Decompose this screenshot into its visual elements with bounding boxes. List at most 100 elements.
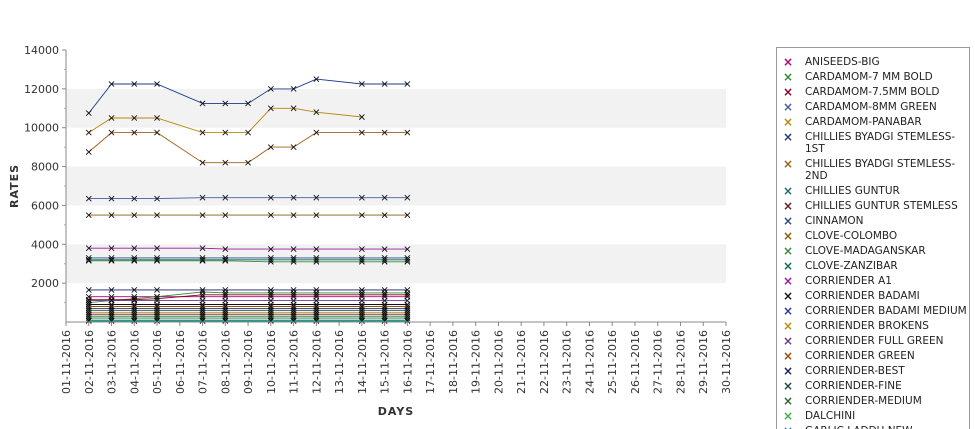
x-tick-label: 20-11-2016	[492, 330, 505, 394]
data-point	[245, 159, 251, 166]
data-point	[85, 287, 92, 293]
series-line	[88, 294, 408, 301]
data-point	[222, 212, 229, 219]
data-point	[108, 307, 115, 314]
data-point	[290, 287, 297, 293]
data-point	[85, 297, 92, 304]
data-point	[85, 110, 92, 117]
data-point	[404, 291, 411, 298]
x-tick-label: 03-11-2016	[106, 330, 119, 394]
data-point	[108, 129, 115, 136]
legend-marker-icon: ×	[783, 274, 794, 288]
data-point	[154, 307, 160, 314]
x-tick-label: 10-11-2016	[265, 330, 278, 394]
data-point	[199, 257, 206, 264]
grid-band	[66, 88, 726, 128]
legend-marker-icon: ×	[783, 184, 794, 198]
data-point	[199, 129, 206, 136]
x-tick-label: 04-11-2016	[128, 330, 141, 394]
line-chart: 2000 4000 6000 8000 10000 12000 14000 01-11-20…	[8, 44, 733, 418]
data-point	[199, 194, 206, 201]
data-point	[154, 297, 160, 304]
legend-label: CLOVE-MADAGANSKAR	[805, 245, 926, 257]
data-point	[404, 297, 411, 304]
y-tick-label: 8000	[31, 161, 59, 174]
grid-band	[66, 244, 726, 284]
chart-legend: × ANISEEDS-BIG × CARDAMOM-7 MM BOLD × CARDAMO…	[776, 47, 970, 429]
data-point	[222, 246, 229, 253]
data-point	[267, 212, 274, 219]
data-point	[85, 257, 92, 264]
data-point	[358, 291, 365, 298]
data-point	[267, 307, 274, 314]
legend-item: × CARDAMOM-7 MM BOLD	[777, 71, 969, 83]
series	[85, 212, 411, 219]
series-line	[88, 247, 408, 250]
data-point	[313, 287, 320, 293]
data-point	[131, 287, 138, 293]
data-point	[358, 307, 365, 314]
data-point	[154, 195, 160, 202]
data-point	[131, 115, 138, 121]
legend-marker-icon: ×	[783, 130, 794, 144]
x-tick-label: 16-11-2016	[401, 330, 414, 394]
legend-label: CINNAMON	[805, 215, 864, 227]
x-tick-label: 14-11-2016	[356, 330, 369, 394]
data-point	[358, 81, 365, 87]
data-point	[108, 256, 115, 263]
x-tick-label: 06-11-2016	[174, 330, 187, 394]
legend-label: CARDAMOM-8MM GREEN	[805, 101, 937, 113]
grid-band	[66, 166, 726, 206]
legend-item: × CORRIENDER BROKENS	[777, 320, 969, 332]
x-tick-label: 23-11-2016	[561, 330, 574, 394]
data-point	[267, 287, 274, 293]
data-point	[85, 149, 92, 155]
series	[85, 287, 411, 293]
data-point	[199, 287, 206, 293]
data-point	[222, 307, 229, 314]
data-point	[222, 129, 229, 136]
x-tick-label: 02-11-2016	[83, 330, 96, 394]
data-point	[108, 81, 115, 87]
legend-item: × CARDAMOM-8MM GREEN	[777, 101, 969, 113]
legend-marker-icon: ×	[783, 364, 794, 378]
legend-item: × CHILLIES GUNTUR STEMLESS	[777, 200, 969, 212]
legend-marker-icon: ×	[783, 199, 794, 213]
series	[85, 318, 411, 324]
data-point	[358, 194, 365, 201]
legend-item: × CORRIENDER GREEN	[777, 350, 969, 362]
legend-label: ANISEEDS-BIG	[805, 56, 880, 68]
data-point	[267, 85, 274, 92]
x-tick-label: 08-11-2016	[219, 330, 232, 394]
x-axis-ticks: 01-11-2016 02-11-2016 03-11-2016 04-11-2016…	[60, 322, 733, 394]
legend-marker-icon: ×	[783, 394, 794, 408]
legend-item: × CLOVE-MADAGANSKAR	[777, 245, 969, 257]
data-point	[404, 318, 411, 324]
legend-label: CORRIENDER GREEN	[805, 350, 915, 362]
data-point	[358, 297, 365, 304]
data-point	[290, 297, 297, 304]
data-point	[267, 318, 274, 324]
series-line	[88, 291, 408, 304]
legend-item: × CORRIENDER BADAMI MEDIUM	[777, 305, 969, 317]
data-point	[313, 318, 320, 324]
data-point	[404, 81, 411, 87]
x-tick-label: 05-11-2016	[151, 330, 164, 394]
data-point	[267, 105, 274, 112]
legend-label: CARDAMOM-7 MM BOLD	[805, 71, 933, 83]
data-point	[154, 115, 160, 121]
legend-marker-icon: ×	[783, 409, 794, 423]
legend-item: × CHILLIES BYADGI STEMLESS-1ST	[777, 131, 969, 155]
data-point	[313, 76, 320, 83]
data-point	[267, 291, 274, 298]
legend-marker-icon: ×	[783, 157, 794, 171]
data-point	[222, 100, 229, 107]
data-point	[313, 297, 320, 304]
x-tick-label: 01-11-2016	[60, 330, 73, 394]
series	[85, 129, 411, 166]
series-line	[88, 197, 408, 200]
data-point	[85, 212, 92, 219]
legend-marker-icon: ×	[783, 55, 794, 69]
legend-marker-icon: ×	[783, 379, 794, 393]
data-point	[154, 256, 160, 263]
